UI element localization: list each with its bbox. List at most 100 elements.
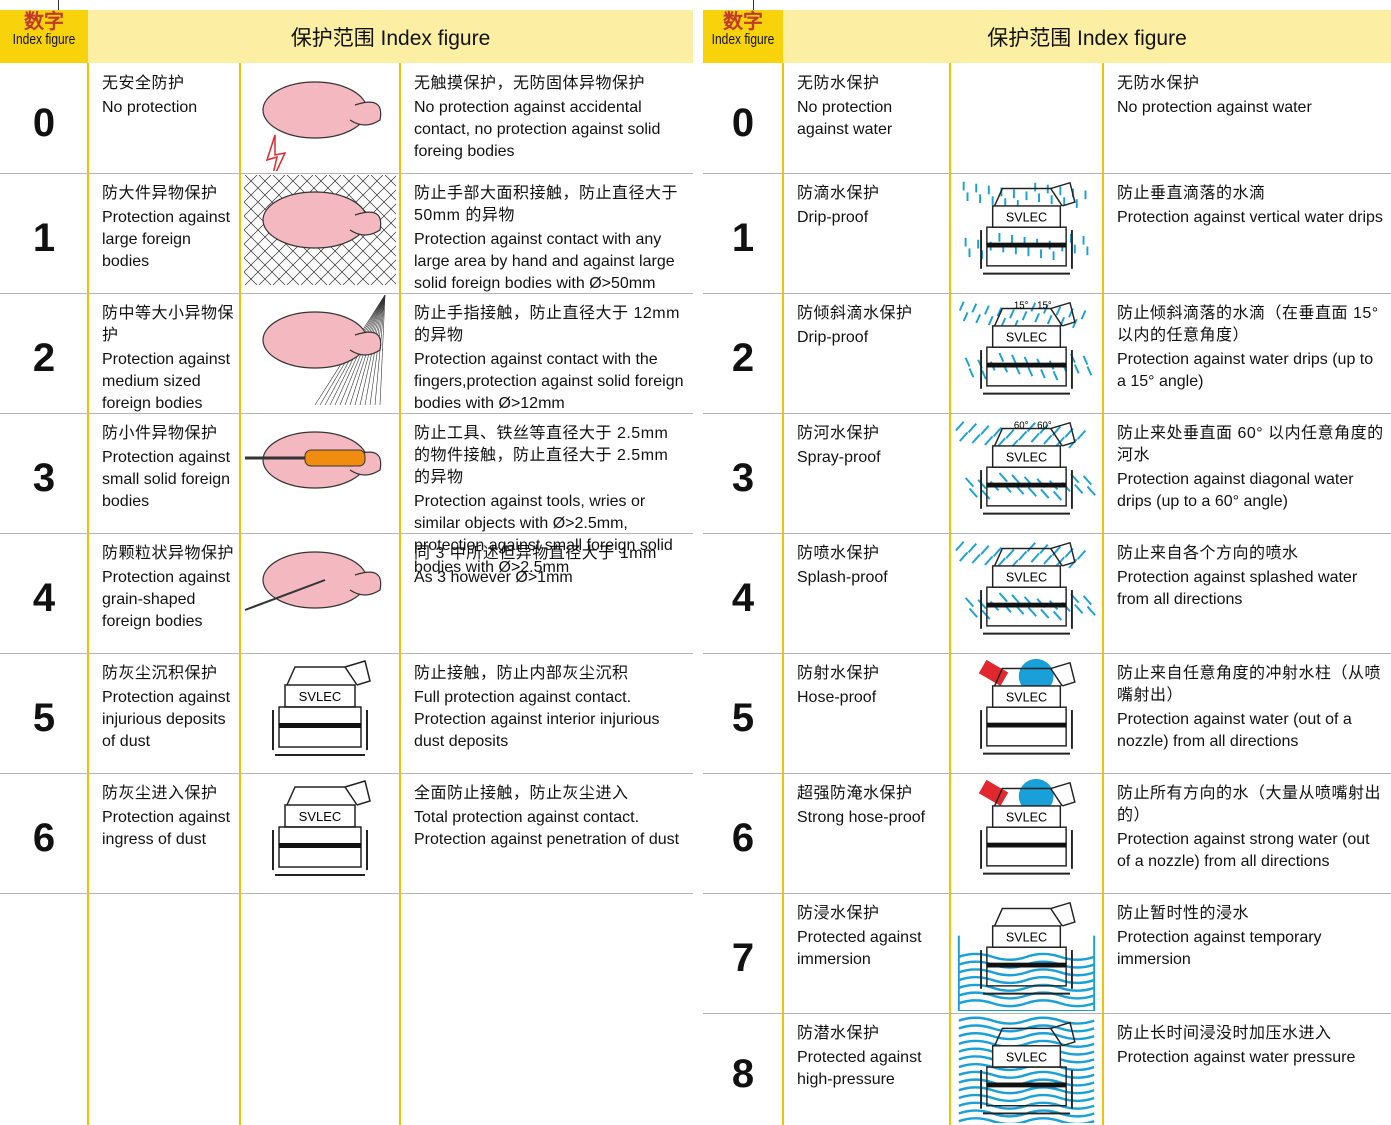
digit: 4 — [731, 575, 755, 620]
illustration — [262, 81, 382, 171]
description-en: No protection against water — [1117, 99, 1312, 116]
description-en: Protection against water drips (up to a … — [1117, 351, 1374, 390]
device-label: SVLEC — [299, 809, 342, 824]
digit: 2 — [731, 335, 755, 380]
index-digit: 1 — [703, 183, 783, 293]
name-en: Protection against large foreign bodies — [102, 209, 231, 270]
description-en: Protection against vertical water drips — [1117, 209, 1383, 226]
description-en: Protection against diagonal water drips … — [1117, 471, 1354, 510]
description-zh: 防止接触，防止内部灰尘沉积 — [414, 665, 629, 682]
digit: 1 — [32, 215, 56, 260]
row-line — [703, 173, 1391, 174]
header-number-cell: 数字 Index figure — [703, 10, 783, 63]
description-zh: 防止长时间浸没时加压水进入 — [1117, 1025, 1332, 1042]
description-en: Total protection against contact. Protec… — [414, 809, 680, 848]
protection-name: 防滴水保护 Drip-proof — [783, 173, 950, 293]
illustration: SVLEC — [978, 778, 1076, 875]
digit: 4 — [32, 575, 56, 620]
index-digit: 0 — [0, 73, 88, 173]
illustration — [244, 551, 382, 611]
description-zh: 无触摸保护，无防固体异物保护 — [414, 75, 646, 92]
description-zh: 防止来处垂直面 60° 以内任意角度的河水 — [1117, 425, 1384, 464]
description-zh: 防止手指接触，防止直径大于 12mm 的异物 — [414, 305, 680, 344]
header-title-cell: 保护范围 Index figure — [783, 10, 1391, 63]
description-en: Protection against water pressure — [1117, 1049, 1356, 1066]
device-label: SVLEC — [1006, 570, 1047, 584]
header-number-cell: 数字 Index figure — [0, 10, 88, 63]
index-digit: 5 — [703, 663, 783, 773]
illustration: SVLEC — [978, 658, 1076, 755]
description-en: As 3 however Ø>1mm — [414, 569, 573, 586]
name-en: No protection against water — [797, 99, 893, 138]
index-digit: 3 — [0, 423, 88, 533]
row-line — [703, 293, 1391, 294]
description-zh: 防止来自各个方向的喷水 — [1117, 545, 1299, 562]
hand-drawing — [262, 295, 386, 406]
protection-name: 防河水保护 Spray-proof — [783, 413, 950, 533]
protection-name: 防浸水保护 Protected against immersion — [783, 893, 950, 1013]
name-en: Protection against medium sized foreign … — [102, 351, 231, 412]
device-drawing — [980, 781, 1076, 875]
illustration: SVLEC 15° 15° — [958, 301, 1093, 395]
protection-description: 防止所有方向的水（大量从喷嘴射出的） Protection against str… — [1103, 773, 1391, 893]
description-zh: 防止所有方向的水（大量从喷嘴射出的） — [1117, 785, 1382, 824]
water-drawing — [958, 1016, 1095, 1123]
protection-name: 超强防淹水保护 Strong hose-proof — [783, 773, 950, 893]
name-en: Protection against grain-shaped foreign … — [102, 569, 231, 630]
row-line — [0, 173, 693, 174]
device-label: SVLEC — [1006, 690, 1047, 704]
row-line — [0, 893, 693, 894]
name-zh: 无防水保护 — [797, 75, 880, 92]
device-label: SVLEC — [1006, 1050, 1047, 1064]
hand-drawing — [244, 551, 382, 611]
device-drawing — [980, 301, 1076, 395]
protection-description: 防止长时间浸没时加压水进入 Protection against water pr… — [1103, 1013, 1391, 1125]
protection-name: 防中等大小异物保护 Protection against medium sized… — [88, 293, 240, 413]
name-en: Strong hose-proof — [797, 809, 926, 826]
row-line — [703, 773, 1391, 774]
protection-description: 防止工具、铁丝等直径大于 2.5mm 的物件接触，防止直径大于 2.5mm 的异… — [400, 413, 693, 576]
description-en: Full protection against contact. Protect… — [414, 689, 660, 750]
illustration: SVLEC — [272, 780, 371, 876]
digit: 0 — [32, 100, 56, 145]
protection-description: 防止来处垂直面 60° 以内任意角度的河水 Protection against … — [1103, 413, 1391, 533]
protection-name: 防大件异物保护 Protection against large foreign … — [88, 173, 240, 293]
protection-name: 防灰尘进入保护 Protection against ingress of dus… — [88, 773, 240, 893]
illustration: SVLEC — [962, 181, 1089, 275]
row-line — [703, 413, 1391, 414]
description-en: Protection against temporary immersion — [1117, 929, 1322, 968]
row-line — [703, 653, 1391, 654]
protection-description: 无触摸保护，无防固体异物保护 No protection against acci… — [400, 63, 693, 173]
column-line — [949, 63, 951, 1125]
digit: 5 — [731, 695, 755, 740]
protection-description: 防止来自各个方向的喷水 Protection against splashed w… — [1103, 533, 1391, 653]
illustration — [244, 175, 396, 286]
description-zh: 无防水保护 — [1117, 75, 1200, 92]
protection-description: 全面防止接触，防止灰尘进入 Total protection against co… — [400, 773, 693, 893]
protection-name: 防小件异物保护 Protection against small solid fo… — [88, 413, 240, 533]
index-digit: 1 — [0, 183, 88, 293]
protection-description: 同 3 中所述但异物直径大于 1mm As 3 however Ø>1mm — [400, 533, 693, 653]
name-en: Drip-proof — [797, 329, 869, 346]
header-number-en: Index figure — [711, 31, 775, 48]
hand-drawing — [262, 81, 382, 171]
device-label: SVLEC — [1006, 930, 1047, 944]
illustration: SVLEC — [958, 1016, 1095, 1123]
index-digit: 8 — [703, 1023, 783, 1125]
row-line — [0, 653, 693, 654]
illustration — [245, 431, 382, 489]
row-line — [0, 293, 693, 294]
name-zh: 防倾斜滴水保护 — [797, 305, 913, 322]
protection-name: 防射水保护 Hose-proof — [783, 653, 950, 773]
column-line — [239, 63, 241, 1125]
name-zh: 防潜水保护 — [797, 1025, 880, 1042]
protection-name: 防灰尘沉积保护 Protection against injurious depo… — [88, 653, 240, 773]
header-number-zh: 数字 — [723, 11, 763, 33]
hand-drawing — [244, 175, 396, 286]
digit: 5 — [32, 695, 56, 740]
header-title: 保护范围 Index figure — [987, 26, 1187, 50]
device-drawing — [980, 1021, 1076, 1115]
angle-label: 60° — [1014, 421, 1029, 432]
index-digit: 6 — [0, 783, 88, 893]
